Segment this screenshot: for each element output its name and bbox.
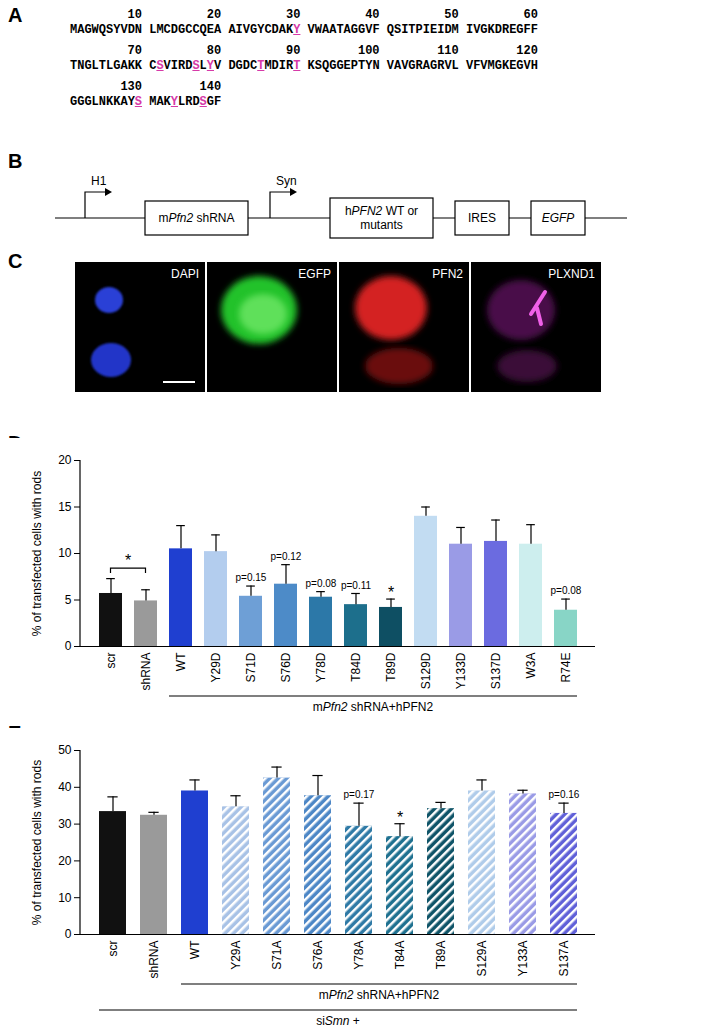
svg-text:EGFP: EGFP [542, 211, 575, 225]
html-text:40: 40 [365, 8, 380, 22]
html-text:G G G L N K K A Y S: G G G L N K K A Y S [70, 95, 142, 109]
svg-text:PLXND1: PLXND1 [548, 267, 595, 281]
svg-text:PFN2: PFN2 [432, 267, 463, 281]
html-text:B: B [8, 150, 23, 172]
svg-text:T89D: T89D [384, 652, 398, 682]
svg-text:H1: H1 [91, 174, 107, 188]
svg-text:T84D: T84D [349, 652, 363, 682]
svg-text:S76A: S76A [311, 941, 325, 970]
svg-text:Y29D: Y29D [209, 652, 223, 682]
html-text:T N G L T L G A K K: T N G L T L G A K K [70, 59, 142, 73]
svg-text:Syn: Syn [276, 174, 297, 188]
svg-text:S71A: S71A [270, 941, 284, 970]
svg-text:T89A: T89A [434, 941, 448, 970]
html-text:K S Q G G E P T Y N: K S Q G G E P T Y N [307, 59, 380, 73]
svg-text:S71D: S71D [244, 652, 258, 682]
html-text:V W A A T A G G V F: V W A A T A G G V F [307, 23, 380, 37]
html-text:20: 20 [206, 8, 222, 22]
svg-text:WT: WT [188, 940, 202, 959]
html-text:E: E [8, 722, 22, 744]
html-text:I V G K D R E G F F: I V G K D R E G F F [465, 23, 538, 37]
html-text:L M C D G C C Q E A: L M C D G C C Q E A [149, 23, 222, 37]
svg-text:IRES: IRES [468, 211, 496, 225]
svg-text:p=0.12: p=0.12 [271, 551, 302, 562]
svg-text:10: 10 [58, 891, 72, 905]
svg-text:W3A: W3A [524, 653, 538, 679]
svg-text:siSmn +: siSmn + [316, 1014, 360, 1028]
svg-text:p=0.08: p=0.08 [551, 585, 582, 596]
svg-text:15: 15 [58, 500, 72, 514]
svg-text:mPfn2 shRNA+hPFN2: mPfn2 shRNA+hPFN2 [319, 988, 440, 1002]
html-text:100: 100 [358, 44, 380, 58]
svg-text:p=0.15: p=0.15 [236, 572, 267, 583]
svg-text:S129A: S129A [475, 941, 489, 977]
svg-text:40: 40 [58, 780, 72, 794]
svg-text:Y133D: Y133D [454, 652, 468, 689]
html-text:70: 70 [127, 44, 142, 58]
svg-text:p=0.11: p=0.11 [341, 580, 372, 591]
svg-text:S76D: S76D [279, 652, 293, 682]
svg-text:30: 30 [58, 817, 72, 831]
html-text:140: 140 [199, 80, 222, 94]
html-text:10: 10 [127, 8, 142, 22]
svg-text:mPfn2 shRNA+hPFN2: mPfn2 shRNA+hPFN2 [313, 700, 434, 714]
svg-text:S137D: S137D [489, 652, 503, 689]
html-text:120: 120 [516, 44, 538, 58]
svg-text:p=0.16: p=0.16 [549, 789, 580, 800]
svg-text:T84A: T84A [393, 941, 407, 970]
svg-text:Y78D: Y78D [314, 652, 328, 682]
html-text:D G D C T M D I R T: D G D C T M D I R T [228, 59, 301, 73]
svg-text:R74E: R74E [559, 653, 573, 683]
svg-text:mutants: mutants [360, 218, 403, 232]
html-text:30: 30 [286, 8, 301, 22]
html-text:50: 50 [444, 8, 459, 22]
svg-text:Y29A: Y29A [229, 941, 243, 970]
svg-text:scr: scr [106, 941, 120, 957]
html-text:Q S I T P I E I D M: Q S I T P I E I D M [386, 23, 459, 37]
svg-text:scr: scr [104, 653, 118, 669]
svg-text:hPFN2 WT or: hPFN2 WT or [345, 204, 418, 218]
svg-text:5: 5 [65, 593, 72, 607]
svg-text:% of transfected cells with ro: % of transfected cells with rods [30, 471, 44, 636]
html-text:M A K Y L R D S G F: M A K Y L R D S G F [149, 95, 222, 109]
svg-text:*: * [125, 552, 131, 569]
html-text:V F V M G K E G V H: V F V M G K E G V H [465, 59, 538, 73]
html-text:60: 60 [523, 8, 538, 22]
svg-text:EGFP: EGFP [298, 267, 331, 281]
html-text:A: A [8, 4, 23, 26]
html-text:80: 80 [206, 44, 222, 58]
svg-text:Y78A: Y78A [352, 941, 366, 970]
html-text:V A V G R A G R V L: V A V G R A G R V L [386, 59, 459, 73]
svg-text:% of transfected cells with ro: % of transfected cells with rods [30, 760, 44, 925]
svg-text:p=0.08: p=0.08 [306, 578, 337, 589]
svg-text:*: * [388, 584, 394, 601]
svg-text:shRNA: shRNA [147, 941, 161, 979]
svg-text:50: 50 [58, 743, 72, 757]
svg-text:DAPI: DAPI [171, 267, 199, 281]
svg-text:WT: WT [174, 652, 188, 671]
svg-text:10: 10 [58, 546, 72, 560]
svg-text:mPfn2 shRNA: mPfn2 shRNA [158, 211, 234, 225]
html-text:C S V I R D S L Y V: C S V I R D S L Y V [149, 59, 222, 73]
html-text:90: 90 [286, 44, 301, 58]
html-text:M A G W Q S Y V D N: M A G W Q S Y V D N [70, 23, 142, 37]
svg-text:Y133A: Y133A [516, 941, 530, 977]
svg-text:S129D: S129D [419, 652, 433, 689]
svg-text:20: 20 [58, 453, 72, 467]
svg-text:0: 0 [65, 927, 72, 941]
svg-text:S137A: S137A [557, 941, 571, 977]
svg-text:shRNA: shRNA [139, 653, 153, 691]
html-text:D: D [8, 432, 23, 454]
svg-text:*: * [397, 809, 403, 826]
html-text:A I V G Y C D A K Y: A I V G Y C D A K Y [228, 23, 301, 37]
html-text:130: 130 [120, 80, 142, 94]
svg-text:20: 20 [58, 854, 72, 868]
svg-text:0: 0 [65, 639, 72, 653]
html-text:110: 110 [437, 44, 459, 58]
html-text:C: C [8, 250, 23, 272]
svg-text:p=0.17: p=0.17 [344, 789, 375, 800]
